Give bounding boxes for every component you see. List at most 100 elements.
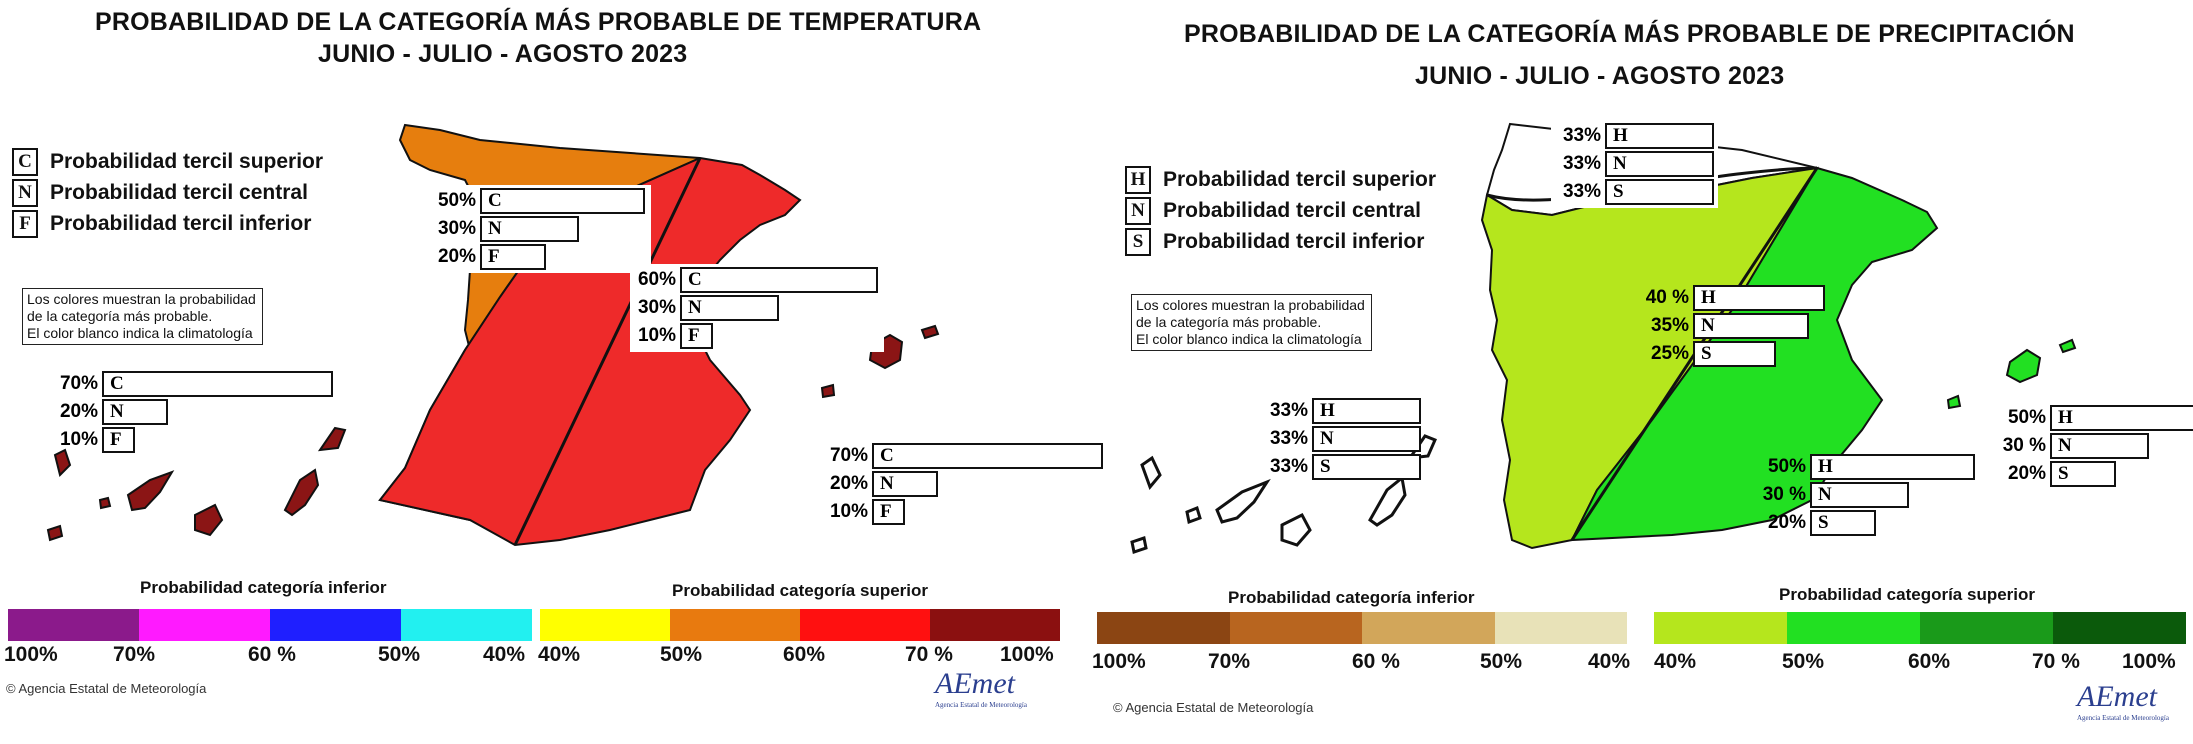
legend-row-lower: F Probabilidad tercil inferior xyxy=(12,208,323,239)
probability-value: 20% xyxy=(437,246,476,267)
temp-canarias-5 xyxy=(283,468,320,517)
precip-canarias-7 xyxy=(1130,536,1148,554)
probability-row: 40 % H xyxy=(1643,284,1825,312)
colorbar-segment xyxy=(930,609,1060,641)
probability-letter: N xyxy=(1613,153,1627,174)
probability-value: 33% xyxy=(1269,456,1308,477)
precip-colorbar-upper xyxy=(1654,612,2186,644)
probability-row: 20% F xyxy=(430,243,645,271)
probability-value: 60% xyxy=(637,269,676,290)
colorbar-segment xyxy=(270,609,401,641)
probability-value: 33% xyxy=(1562,181,1601,202)
probability-row: 33% S xyxy=(1555,178,1714,206)
probability-bar: N xyxy=(480,216,579,242)
probability-row: 20% S xyxy=(2000,460,2193,488)
logo-text: AEmet xyxy=(935,667,1015,700)
probability-row: 33% H xyxy=(1262,397,1421,425)
tick-label: 60 % xyxy=(248,643,296,666)
probability-bar: H xyxy=(1312,398,1421,424)
precip-baleares-ibiza xyxy=(1946,394,1962,410)
colorbar-segment xyxy=(1097,612,1230,644)
precip-probabilities-canarias: 33% H 33% N 33% S xyxy=(1262,397,1421,481)
probability-letter: H xyxy=(1320,400,1335,421)
probability-bar: C xyxy=(480,188,645,214)
colorbar-segment xyxy=(2053,612,2186,644)
legend-row-lower: S Probabilidad tercil inferior xyxy=(1125,226,1436,257)
probability-bar: F xyxy=(480,244,546,270)
probability-value: 30 % xyxy=(1762,484,1806,505)
precip-probabilities-north: 33% H 33% N 33% S xyxy=(1551,120,1718,208)
probability-bar: C xyxy=(872,443,1103,469)
precip-probabilities-baleares: 50% H 30 % N 20% S xyxy=(2000,404,2193,488)
probability-bar: N xyxy=(1605,151,1714,177)
probability-value: 10% xyxy=(829,501,868,522)
precip-colorbar-lower xyxy=(1097,612,1627,644)
probability-letter: N xyxy=(110,401,124,422)
temp-baleares-ibiza xyxy=(820,383,836,399)
temp-colorbar-upper xyxy=(540,609,1060,641)
probability-value: 30% xyxy=(437,218,476,239)
probability-row: 30 % N xyxy=(2000,432,2193,460)
probability-letter: F xyxy=(880,501,892,522)
probability-value: 33% xyxy=(1562,125,1601,146)
temp-probabilities-canarias: 70% C 20% N 10% F xyxy=(52,370,333,454)
precipitation-period: JUNIO - JULIO - AGOSTO 2023 xyxy=(1415,62,1785,90)
precip-canarias-3 xyxy=(1215,478,1271,524)
colorbar-segment xyxy=(540,609,670,641)
tick-label: 100% xyxy=(4,643,58,666)
probability-value: 20% xyxy=(59,401,98,422)
probability-letter: C xyxy=(110,373,124,394)
credit-text: © Agencia Estatal de Meteorología xyxy=(1113,700,1314,715)
precipitation-note: Los colores muestran la probabilidad de … xyxy=(1131,294,1372,351)
legend-label: Probabilidad tercil superior xyxy=(1163,167,1437,191)
probability-value: 10% xyxy=(59,429,98,450)
probability-row: 30 % N xyxy=(1760,481,1975,509)
precip-baleares-mallorca xyxy=(2005,348,2042,384)
probability-bar: H xyxy=(1605,123,1714,149)
probability-value: 30 % xyxy=(2002,435,2046,456)
probability-row: 20% N xyxy=(52,398,333,426)
tick-label: 50% xyxy=(1480,650,1523,673)
probability-row: 70% C xyxy=(52,370,333,398)
temp-canarias-3 xyxy=(126,470,175,512)
temp-colorbar-lower xyxy=(8,609,532,641)
colorbar-segment xyxy=(1920,612,2053,644)
probability-row: 50% H xyxy=(2000,404,2193,432)
legend-label: Probabilidad tercil superior xyxy=(50,149,324,173)
tick-label: 50% xyxy=(378,643,421,666)
probability-row: 30% N xyxy=(430,215,645,243)
note-line: de la categoría más probable. xyxy=(27,308,213,324)
scale-lower-label: Probabilidad categoría inferior xyxy=(1228,588,1475,607)
tick-label: 40% xyxy=(1654,650,1697,673)
probability-value: 50% xyxy=(437,190,476,211)
temp-probabilities-east: 60% C 30% N 10% F xyxy=(630,264,884,352)
probability-letter: N xyxy=(2058,435,2072,456)
legend-letter: S xyxy=(1125,227,1151,256)
colorbar-segment xyxy=(139,609,270,641)
probability-row: 20% S xyxy=(1760,509,1975,537)
logo-text: AEmet xyxy=(2077,680,2157,713)
probability-row: 70% C xyxy=(822,442,1103,470)
legend-letter: F xyxy=(12,209,38,238)
probability-value: 33% xyxy=(1562,153,1601,174)
aemet-logo: AEmet Agencia Estatal de Meteorología xyxy=(935,667,1027,709)
probability-row: 60% C xyxy=(630,266,878,294)
precip-canarias-4 xyxy=(1280,513,1312,547)
probability-value: 33% xyxy=(1269,400,1308,421)
probability-bar: N xyxy=(1693,313,1809,339)
probability-letter: N xyxy=(1320,428,1334,449)
probability-row: 50% C xyxy=(430,187,645,215)
legend-label: Probabilidad tercil central xyxy=(50,180,308,204)
legend-label: Probabilidad tercil inferior xyxy=(50,211,312,235)
colorbar-segment xyxy=(670,609,800,641)
probability-value: 10% xyxy=(637,325,676,346)
tick-label: 70 % xyxy=(2032,650,2080,673)
legend-row-central: N Probabilidad tercil central xyxy=(12,177,323,208)
precip-canarias-1 xyxy=(1140,455,1162,490)
temp-canarias-1 xyxy=(53,448,72,477)
temp-probabilities-baleares: 70% C 20% N 10% F xyxy=(822,442,1103,526)
tick-label: 100% xyxy=(1000,643,1054,666)
credit-text: © Agencia Estatal de Meteorología xyxy=(6,681,207,696)
colorbar-segment xyxy=(1229,612,1362,644)
note-line: Los colores muestran la probabilidad xyxy=(1136,297,1365,313)
